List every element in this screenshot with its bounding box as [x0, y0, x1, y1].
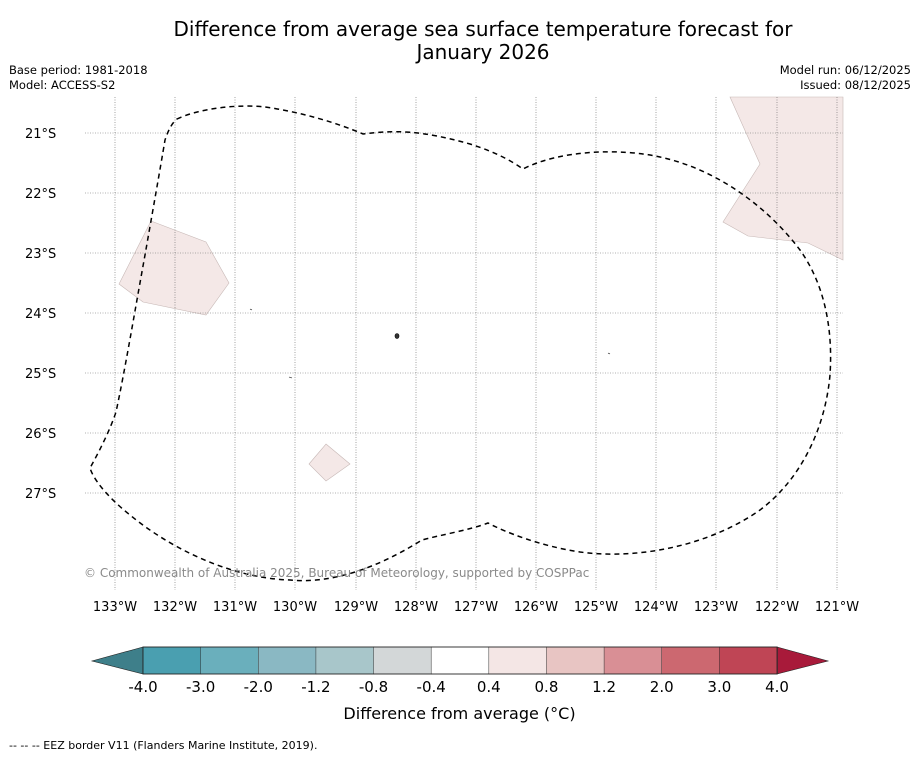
issued-date: Issued: 08/12/2025: [800, 78, 911, 92]
lon-label: 133°W: [93, 600, 137, 615]
colorbar-tick-label: 3.0: [707, 678, 731, 696]
lon-label: 123°W: [694, 600, 738, 615]
colorbar-tick-label: -3.0: [186, 678, 215, 696]
lon-label: 132°W: [153, 600, 197, 615]
islands: [249, 308, 611, 379]
lon-label: 121°W: [815, 600, 859, 615]
anomaly-patch-northeast: [722, 96, 844, 261]
colorbar-tick-label: 1.2: [592, 678, 616, 696]
colorbar-cell: [719, 646, 778, 675]
anomaly-patch-west: [118, 220, 230, 316]
lat-label: 23°S: [25, 247, 56, 262]
colorbar-tick-label: -4.0: [128, 678, 157, 696]
colorbar-tick-label: 4.0: [765, 678, 789, 696]
lon-label: 126°W: [514, 600, 558, 615]
lat-label: 26°S: [25, 427, 56, 442]
lon-label: 130°W: [273, 600, 317, 615]
eez-legend-footnote: -- -- -- EEZ border V11 (Flanders Marine…: [9, 739, 318, 752]
lon-label: 125°W: [574, 600, 618, 615]
colorbar-tick-label: 0.8: [535, 678, 559, 696]
lat-label: 25°S: [25, 367, 56, 382]
base-period: Base period: 1981-2018: [9, 63, 148, 77]
lon-label: 131°W: [213, 600, 257, 615]
map-canvas: 21°S 22°S 23°S 24°S 25°S 26°S 27°S 133°W…: [25, 96, 859, 615]
copyright-notice: © Commonwealth of Australia 2025, Bureau…: [84, 566, 589, 580]
colorbar-cell: [200, 646, 260, 675]
eez-border: [89, 105, 832, 582]
colorbar-cell: [488, 646, 548, 675]
colorbar-cell: [661, 646, 721, 675]
colorbar-cell: [603, 646, 663, 675]
lon-label: 128°W: [394, 600, 438, 615]
colorbar-tick-label: -0.4: [417, 678, 446, 696]
colorbar-tick-label: -1.2: [301, 678, 330, 696]
anomaly-patch-south: [308, 443, 351, 482]
lat-label: 22°S: [25, 187, 56, 202]
map-title: Difference from average sea surface temp…: [173, 17, 793, 64]
lon-label: 124°W: [634, 600, 678, 615]
colorbar-ticks: -4.0 -3.0 -2.0 -1.2 -0.8 -0.4 0.4 0.8 1.2 2.0 3.0 4…: [128, 678, 789, 696]
island: [288, 376, 293, 379]
latitude-labels: 21°S 22°S 23°S 24°S 25°S 26°S 27°S: [25, 127, 56, 502]
colorbar: -4.0 -3.0 -2.0 -1.2 -0.8 -0.4 0.4 0.8 1.2 2.0 3.0 4…: [90, 646, 830, 696]
model-name: Model: ACCESS-S2: [9, 78, 116, 92]
colorbar-cells: [142, 646, 778, 675]
meta-right: Model run: 06/12/2025 Issued: 08/12/2025: [780, 63, 911, 93]
colorbar-under-arrow: [90, 646, 144, 675]
colorbar-over-arrow: [776, 646, 830, 675]
colorbar-cell: [258, 646, 317, 675]
colorbar-cell: [430, 646, 490, 675]
longitude-gridlines: [114, 97, 838, 590]
colorbar-tick-label: -0.8: [359, 678, 388, 696]
anomaly-patches: [118, 96, 844, 482]
lat-label: 24°S: [25, 307, 56, 322]
model-run: Model run: 06/12/2025: [779, 63, 911, 77]
longitude-labels: 133°W 132°W 131°W 130°W 129°W 128°W 127°…: [93, 600, 859, 615]
colorbar-cell: [142, 646, 202, 675]
colorbar-tick-label: 2.0: [650, 678, 674, 696]
island: [607, 352, 611, 355]
island: [394, 333, 400, 339]
lat-label: 27°S: [25, 487, 56, 502]
colorbar-tick-label: 0.4: [477, 678, 501, 696]
colorbar-tick-label: -2.0: [244, 678, 273, 696]
colorbar-cell: [546, 646, 605, 675]
meta-left: Base period: 1981-2018 Model: ACCESS-S2: [9, 63, 148, 93]
lon-label: 129°W: [334, 600, 378, 615]
lon-label: 122°W: [755, 600, 799, 615]
lon-label: 127°W: [454, 600, 498, 615]
colorbar-cell: [315, 646, 375, 675]
colorbar-label: Difference from average (°C): [343, 704, 576, 723]
colorbar-cell: [373, 646, 432, 675]
island: [249, 308, 253, 311]
lat-label: 21°S: [25, 127, 56, 142]
